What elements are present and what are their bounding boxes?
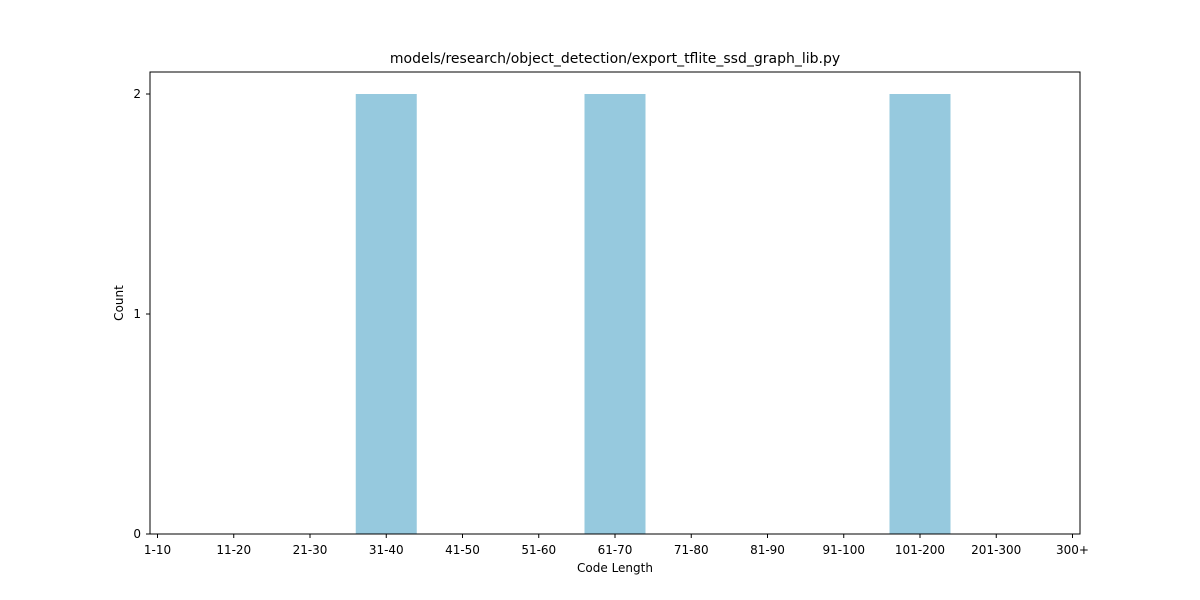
x-tick-label: 21-30: [293, 543, 328, 557]
x-tick-label: 101-200: [895, 543, 945, 557]
y-axis-label: Count: [112, 285, 126, 321]
x-tick-label: 31-40: [369, 543, 404, 557]
x-axis: 1-10 11-20 21-30 31-40 41-50 51-60 61-70 71-80 8…: [144, 534, 1089, 557]
bars-group: [355, 94, 951, 534]
chart-title: models/research/object_detection/export_…: [390, 51, 840, 67]
bar-61-70: [584, 94, 646, 534]
y-tick-label: 0: [133, 527, 141, 541]
x-tick-label: 1-10: [144, 543, 171, 557]
y-tick-label: 1: [133, 307, 141, 321]
x-tick-label: 51-60: [521, 543, 556, 557]
x-tick-label: 81-90: [750, 543, 785, 557]
bar-31-40: [355, 94, 417, 534]
x-tick-label: 41-50: [445, 543, 480, 557]
x-tick-label: 91-100: [822, 543, 865, 557]
x-tick-label: 11-20: [216, 543, 251, 557]
x-tick-label: 201-300: [971, 543, 1021, 557]
y-tick-label: 2: [133, 87, 141, 101]
y-axis: 0 1 2: [133, 87, 150, 541]
x-axis-label: Code Length: [577, 561, 653, 575]
x-tick-label: 61-70: [598, 543, 633, 557]
bar-101-200: [889, 94, 951, 534]
x-tick-label: 71-80: [674, 543, 709, 557]
x-tick-label: 300+: [1056, 543, 1089, 557]
